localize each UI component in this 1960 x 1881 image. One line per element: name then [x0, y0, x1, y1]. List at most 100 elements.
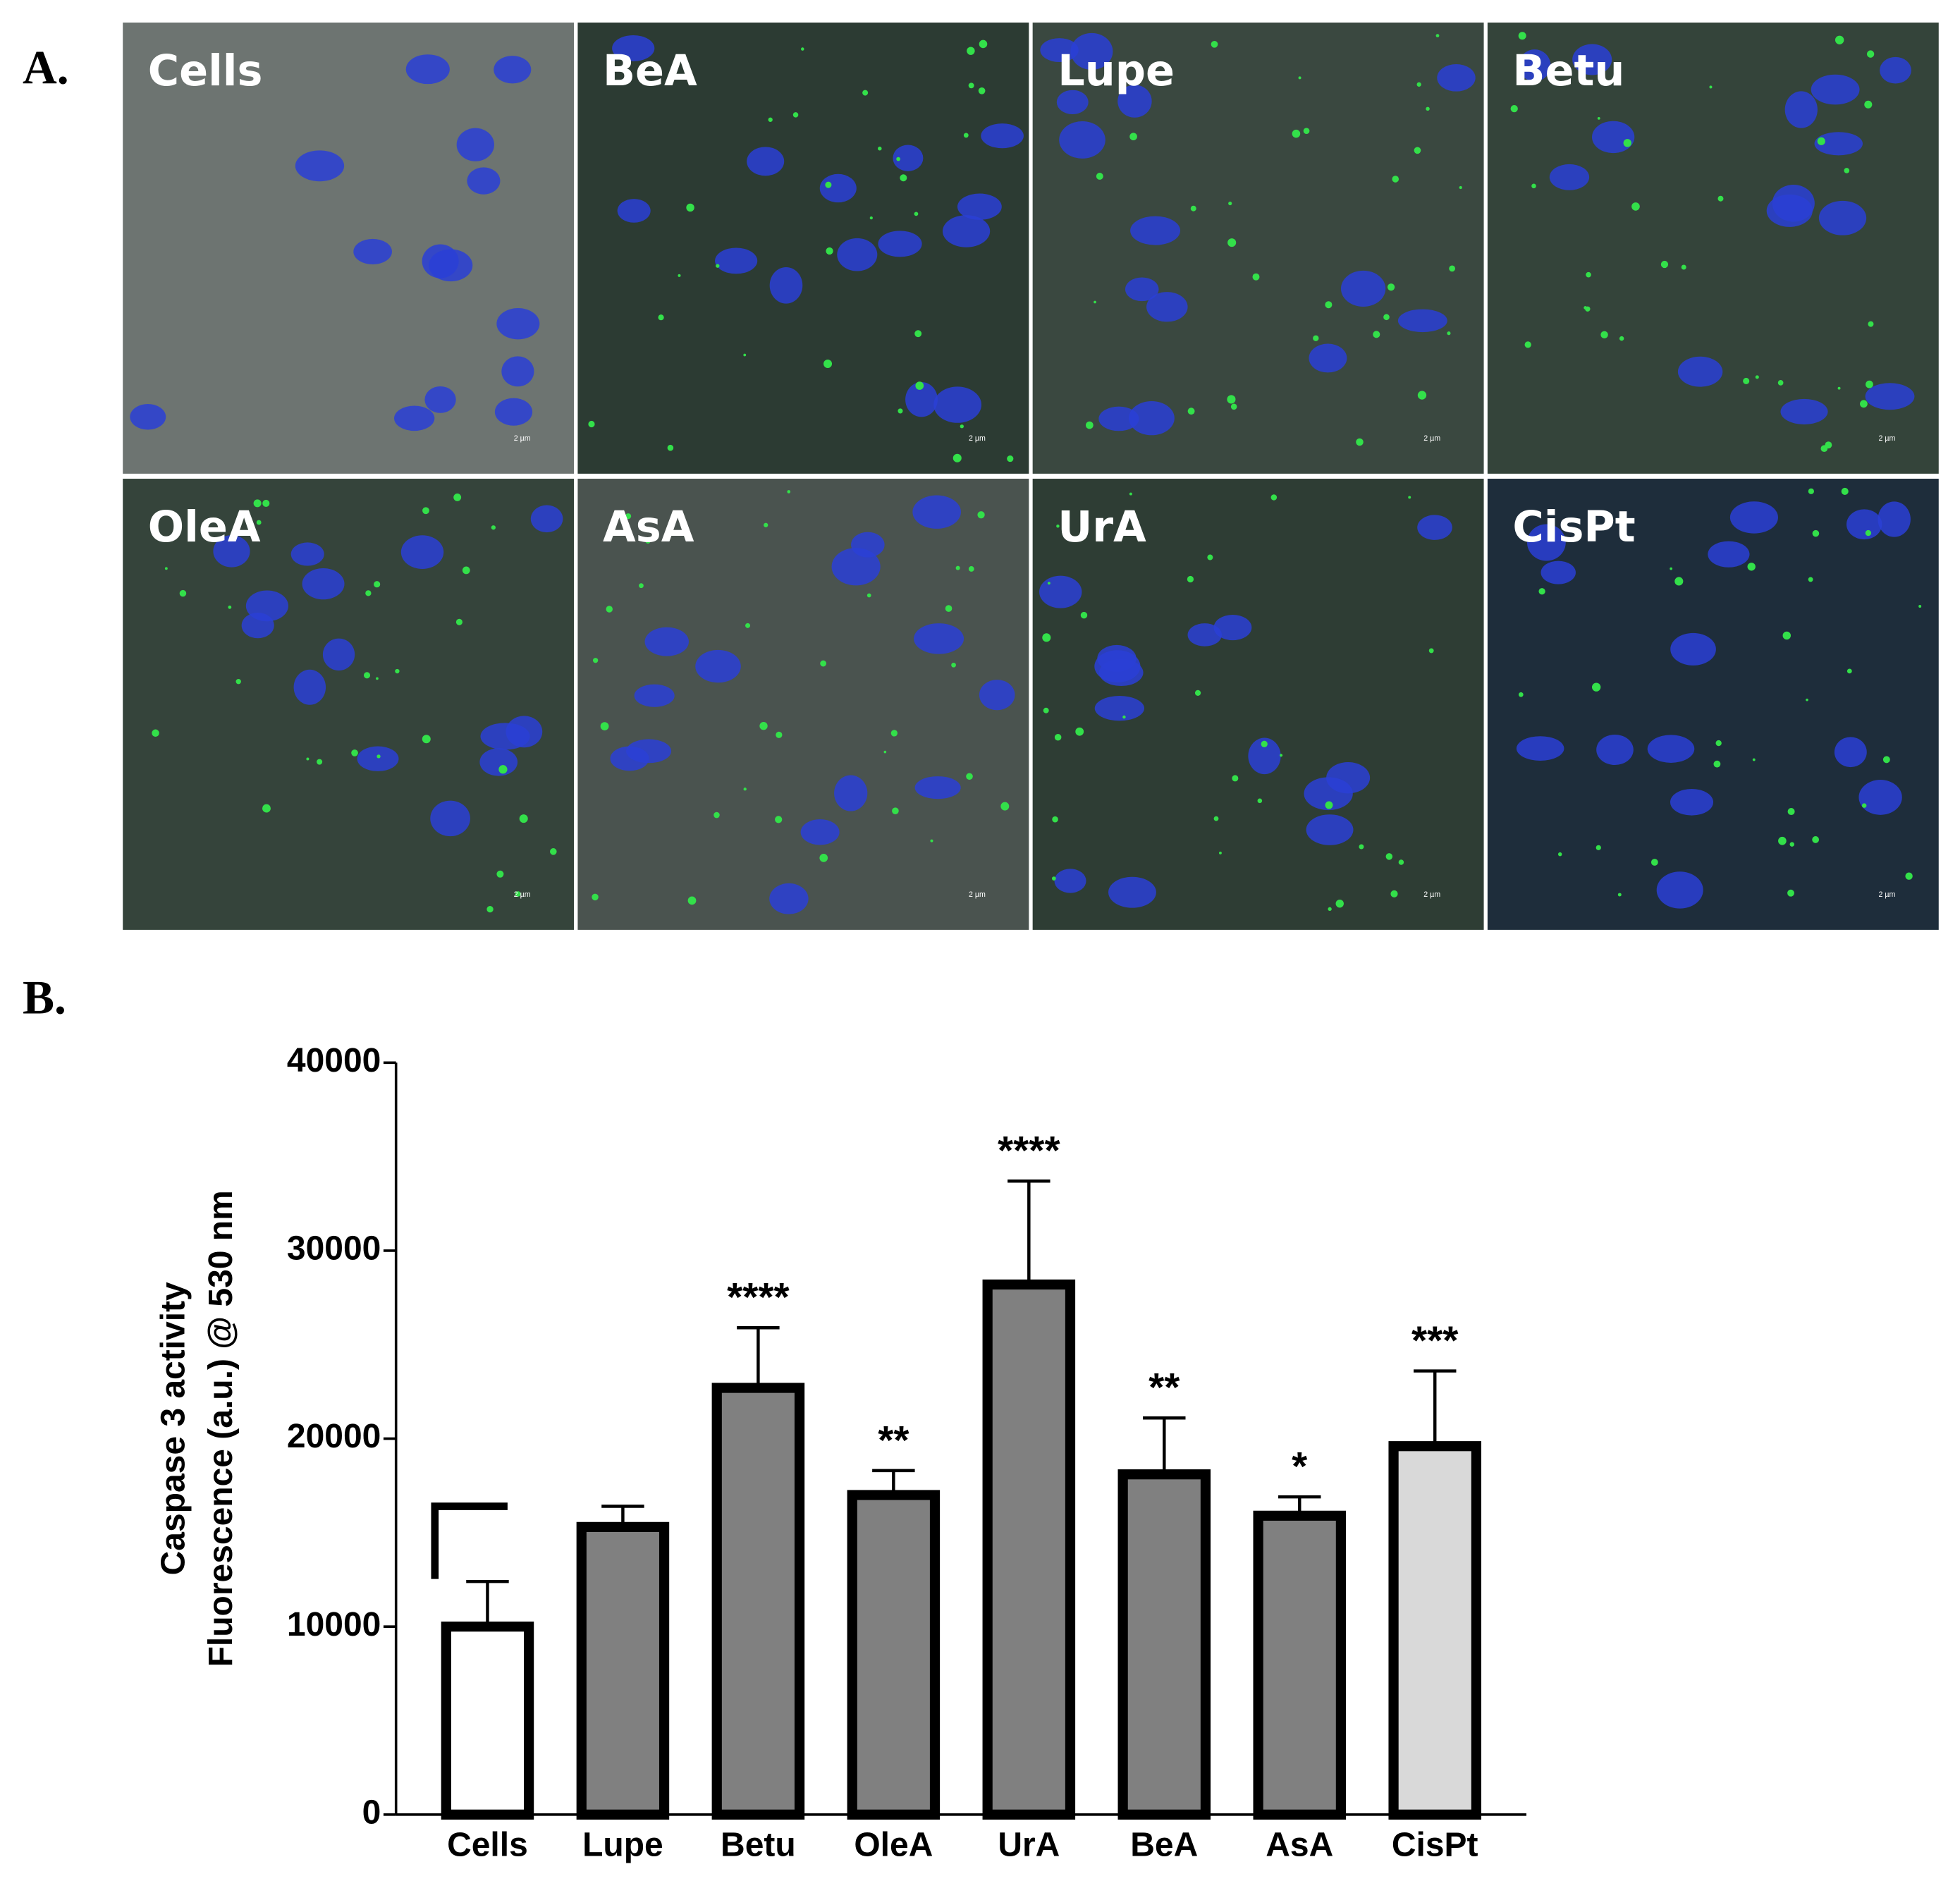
stain-dot [878, 146, 882, 151]
stain-dot [1292, 129, 1301, 138]
stain-dot [365, 590, 372, 596]
micrograph [1032, 22, 1484, 474]
stain-dot [1459, 185, 1462, 190]
stain-dot [713, 811, 720, 819]
stain-dot [1194, 690, 1201, 696]
stain-dot [716, 264, 720, 268]
stain-dot [1861, 803, 1867, 808]
stain-dot [883, 750, 887, 754]
stain-dot [1538, 588, 1545, 595]
stain-dot [422, 735, 431, 744]
stain-dot [1905, 872, 1913, 880]
panel-title: AsA [603, 503, 694, 552]
nucleus [501, 356, 534, 387]
nucleus [1039, 575, 1082, 608]
nucleus [130, 404, 166, 430]
stain-dot [1228, 201, 1232, 206]
stain-dot [1213, 816, 1219, 821]
stain-dot [866, 593, 871, 598]
stain-dot [1817, 137, 1825, 145]
stain-dot [1417, 391, 1427, 400]
stain-dot [1257, 798, 1263, 804]
nucleus [834, 775, 868, 811]
stain-dot [1844, 168, 1850, 173]
stain-dot [1600, 331, 1608, 339]
scale-bar-label: 2 µm [1423, 890, 1440, 899]
stain-dot [898, 408, 903, 414]
stain-dot [759, 722, 768, 730]
stain-dot [792, 112, 799, 118]
stain-dot [1270, 494, 1278, 501]
panel-label: A. [23, 42, 69, 94]
stain-dot [1660, 260, 1669, 269]
significance-label: **** [998, 1129, 1060, 1173]
nucleus [914, 776, 961, 799]
x-tick-label: CisPt [1392, 1827, 1478, 1864]
stain-dot [1531, 183, 1536, 189]
nucleus [479, 748, 518, 776]
panel-title: Betu [1512, 47, 1624, 96]
bar [847, 1490, 941, 1820]
nucleus [769, 883, 809, 914]
stain-dot [1806, 698, 1808, 701]
stain-dot [1230, 403, 1237, 410]
nucleus [1780, 398, 1828, 424]
stain-dot [963, 133, 969, 138]
stain-dot [1227, 238, 1237, 247]
stain-dot [892, 807, 899, 814]
stain-dot [968, 566, 974, 572]
nucleus [295, 150, 345, 182]
nucleus [612, 35, 655, 61]
stain-dot [1865, 529, 1872, 537]
stain-dot [1597, 117, 1600, 120]
stain-dot [1298, 76, 1301, 80]
stain-dot [486, 905, 494, 913]
stain-dot [1207, 554, 1213, 560]
nucleus [769, 266, 803, 304]
nucleus [424, 386, 456, 413]
stain-dot [1631, 202, 1640, 211]
nucleus [1397, 309, 1447, 333]
stain-dot [951, 662, 956, 668]
panel-title: BeA [603, 47, 697, 96]
nucleus [942, 215, 991, 247]
stain-dot [1882, 756, 1890, 764]
nucleus [357, 746, 399, 771]
stain-dot [1414, 147, 1421, 154]
nucleus [430, 800, 470, 837]
stain-dot [1787, 889, 1794, 897]
x-tick-label: Lupe [582, 1827, 663, 1864]
stain-dot [1674, 577, 1684, 586]
stain-dot [1052, 816, 1058, 823]
stain-dot [1623, 139, 1631, 147]
stain-dot [1755, 375, 1759, 379]
bar [982, 1279, 1076, 1820]
stain-dot [1717, 195, 1724, 202]
nucleus [617, 199, 651, 223]
micrograph [1487, 22, 1939, 474]
stain-dot [228, 605, 232, 609]
stain-dot [930, 839, 933, 843]
stain-dot [422, 507, 429, 515]
stain-dot [1752, 758, 1756, 761]
stain-dot [179, 589, 187, 597]
stain-dot [1408, 496, 1411, 499]
stain-dot [1187, 408, 1195, 415]
nucleus [1549, 164, 1590, 190]
bar [1253, 1510, 1347, 1820]
bar [1117, 1469, 1211, 1820]
nucleus [837, 238, 878, 271]
stain-dot [376, 677, 379, 680]
y-tick-label: 10000 [287, 1606, 381, 1643]
stain-dot [1279, 754, 1283, 757]
nucleus [241, 612, 274, 639]
nucleus [1059, 121, 1105, 159]
nucleus [429, 249, 473, 282]
nucleus [467, 167, 501, 195]
nucleus [905, 381, 938, 417]
stain-dot [1812, 836, 1820, 843]
stain-dot [678, 274, 681, 277]
nucleus [293, 669, 326, 705]
stain-dot [1435, 34, 1440, 37]
nucleus [1729, 501, 1778, 534]
